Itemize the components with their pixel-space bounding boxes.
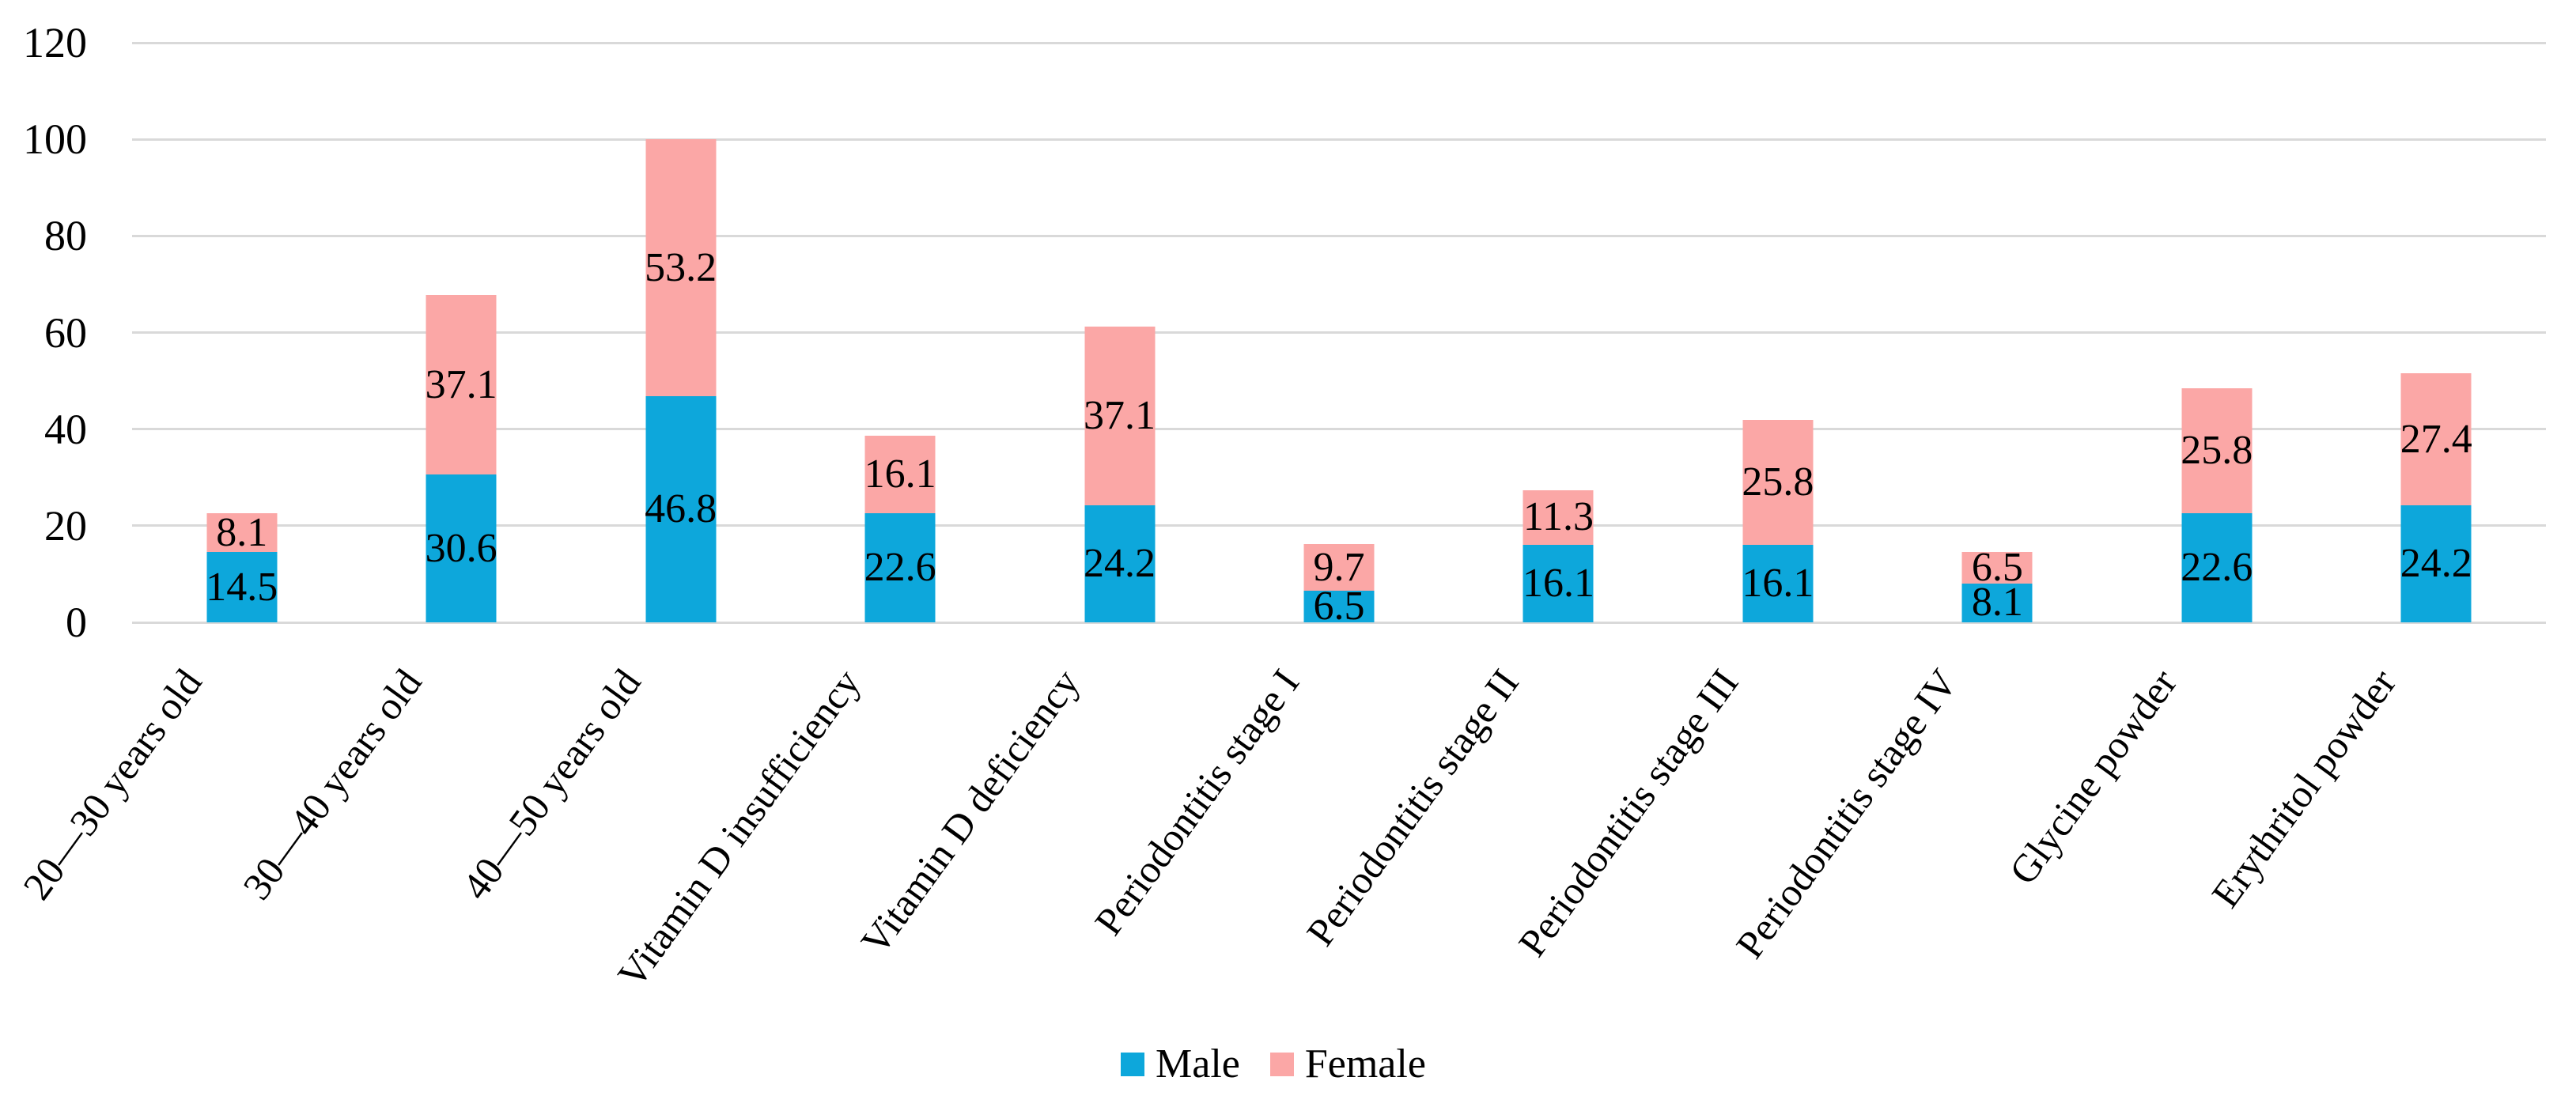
stacked-bar: 22.6 25.8 [2181, 388, 2253, 622]
gridline-y-100 [132, 138, 2546, 141]
stacked-bar: 14.5 8.1 [206, 509, 278, 622]
legend-swatch-male [1121, 1053, 1144, 1076]
male-segment: 30.6 [426, 474, 497, 622]
female-segment: 6.5 [1961, 546, 2033, 588]
gridline-y-0 [132, 621, 2546, 624]
male-segment: 16.1 [1742, 544, 1814, 622]
male-segment: 22.6 [864, 512, 936, 622]
male-value-label: 46.8 [645, 486, 717, 532]
male-segment: 24.2 [2400, 505, 2472, 622]
female-value-label: 9.7 [1313, 544, 1365, 590]
category-label-2: 30—40 years old [233, 661, 430, 908]
y-tick-label-0: 0 [66, 599, 87, 646]
male-value-label: 16.1 [1522, 560, 1594, 606]
category-label-5: Vitamin D deficiency [852, 661, 1088, 962]
category-label-10: Glycine powder [2000, 661, 2186, 893]
category-label-1: 20—30 years old [14, 661, 211, 908]
stacked-bar: 8.1 6.5 [1961, 546, 2033, 626]
legend: Male Female [1121, 1044, 1426, 1085]
legend-item-female: Female [1269, 1041, 1426, 1087]
y-tick-label-120: 120 [23, 19, 87, 66]
legend-label-female: Female [1304, 1041, 1426, 1087]
female-segment: 11.3 [1523, 489, 1594, 545]
male-value-label: 16.1 [1742, 560, 1814, 606]
category-label-9: Periodontitis stage IV [1727, 661, 1966, 966]
female-value-label: 11.3 [1523, 494, 1594, 540]
female-value-label: 27.4 [2400, 416, 2472, 462]
female-value-label: 53.2 [645, 244, 717, 290]
male-value-label: 30.6 [425, 525, 497, 571]
category-label-11: Erythritol powder [2203, 661, 2405, 916]
stacked-bar: 24.2 27.4 [2400, 372, 2472, 622]
male-segment: 6.5 [1303, 586, 1375, 627]
female-segment: 37.1 [425, 295, 497, 475]
category-label-3: 40—50 years old [453, 661, 649, 908]
male-segment: 8.1 [1961, 580, 2033, 626]
female-segment: 16.1 [864, 435, 936, 513]
gridline-y-20 [132, 524, 2546, 527]
male-value-label: 22.6 [864, 544, 936, 590]
female-segment: 25.8 [1742, 420, 1814, 545]
female-value-label: 16.1 [864, 451, 936, 497]
stacked-bar: 24.2 37.1 [1084, 326, 1156, 622]
female-value-label: 25.8 [2181, 428, 2253, 474]
male-value-label: 22.6 [2181, 544, 2253, 590]
y-tick-label-60: 60 [44, 308, 87, 357]
gridline-y-60 [132, 331, 2546, 334]
y-tick-label-40: 40 [44, 405, 87, 453]
stacked-bar: 16.1 11.3 [1522, 489, 1594, 622]
male-value-label: 14.5 [206, 564, 278, 610]
stacked-bar: 46.8 53.2 [645, 139, 717, 622]
female-segment: 27.4 [2400, 372, 2472, 506]
category-label-4: Vitamin D insufficiency [608, 661, 869, 996]
female-value-label: 37.1 [425, 361, 497, 407]
male-value-label: 8.1 [1971, 580, 2023, 626]
male-segment: 16.1 [1522, 544, 1594, 622]
gridline-y-80 [132, 234, 2546, 237]
male-segment: 22.6 [2181, 512, 2253, 622]
male-segment: 14.5 [206, 552, 278, 622]
y-tick-label-80: 80 [44, 212, 87, 260]
legend-swatch-female [1269, 1053, 1294, 1076]
female-value-label: 6.5 [1971, 544, 2023, 590]
male-value-label: 24.2 [2400, 541, 2472, 587]
female-segment: 9.7 [1303, 544, 1375, 592]
female-value-label: 8.1 [216, 509, 268, 555]
category-label-8: Periodontitis stage III [1509, 661, 1747, 965]
category-label-6: Periodontitis stage I [1085, 661, 1308, 943]
male-value-label: 6.5 [1313, 584, 1365, 629]
male-value-label: 24.2 [1084, 541, 1156, 587]
legend-item-male: Male [1121, 1044, 1240, 1085]
female-segment: 53.2 [645, 139, 717, 397]
female-value-label: 25.8 [1742, 459, 1814, 505]
female-value-label: 37.1 [1084, 392, 1156, 438]
male-segment: 46.8 [645, 396, 717, 622]
female-segment: 37.1 [1084, 326, 1156, 506]
stacked-bar: 16.1 25.8 [1742, 420, 1814, 622]
legend-label-male: Male [1156, 1041, 1240, 1087]
category-label-7: Periodontitis stage II [1297, 661, 1527, 954]
gridline-y-120 [132, 41, 2546, 44]
y-tick-label-100: 100 [23, 115, 87, 164]
stacked-bar: 22.6 16.1 [864, 435, 936, 622]
stacked-bar: 30.6 37.1 [426, 295, 497, 622]
male-segment: 24.2 [1084, 505, 1156, 622]
gridline-y-40 [132, 428, 2546, 431]
y-tick-label-20: 20 [44, 501, 87, 550]
stacked-bar: 6.5 9.7 [1303, 544, 1375, 627]
female-segment: 25.8 [2181, 388, 2253, 513]
female-segment: 8.1 [206, 509, 278, 555]
